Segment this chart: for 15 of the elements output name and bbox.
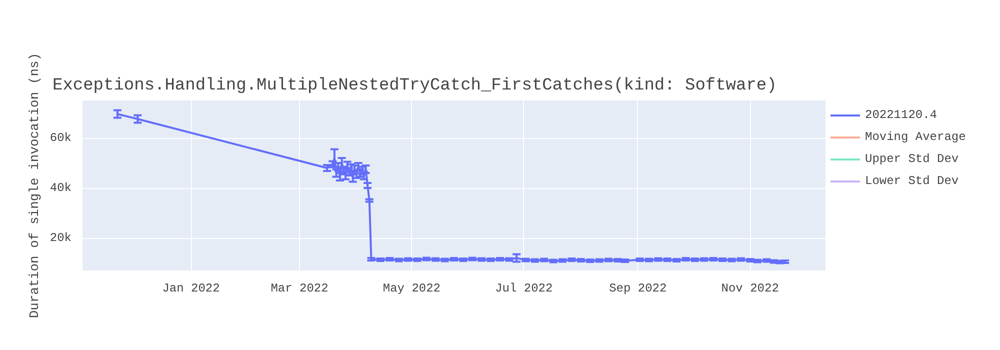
x-tick-label: May 2022 — [382, 282, 441, 296]
x-tick-label: Mar 2022 — [270, 282, 328, 296]
x-tick-label: Nov 2022 — [721, 282, 779, 296]
x-tick-label: Sep 2022 — [609, 282, 667, 296]
legend-label: Lower Std Dev — [865, 174, 960, 188]
legend-label: Upper Std Dev — [865, 152, 960, 166]
y-tick-label: 60k — [50, 131, 72, 145]
legend-label: Moving Average — [865, 130, 967, 144]
chart-title: Exceptions.Handling.MultipleNestedTryCatch_FirstCatches(kind: Software) — [52, 76, 777, 96]
y-axis-title: Duration of single invocation (ns) — [26, 52, 42, 318]
y-tick-label: 20k — [50, 231, 72, 245]
y-tick-label: 40k — [50, 181, 72, 195]
x-tick-label: Jul 2022 — [495, 282, 553, 296]
x-tick-label: Jan 2022 — [162, 282, 220, 296]
legend-label: 20221120.4 — [865, 108, 938, 122]
